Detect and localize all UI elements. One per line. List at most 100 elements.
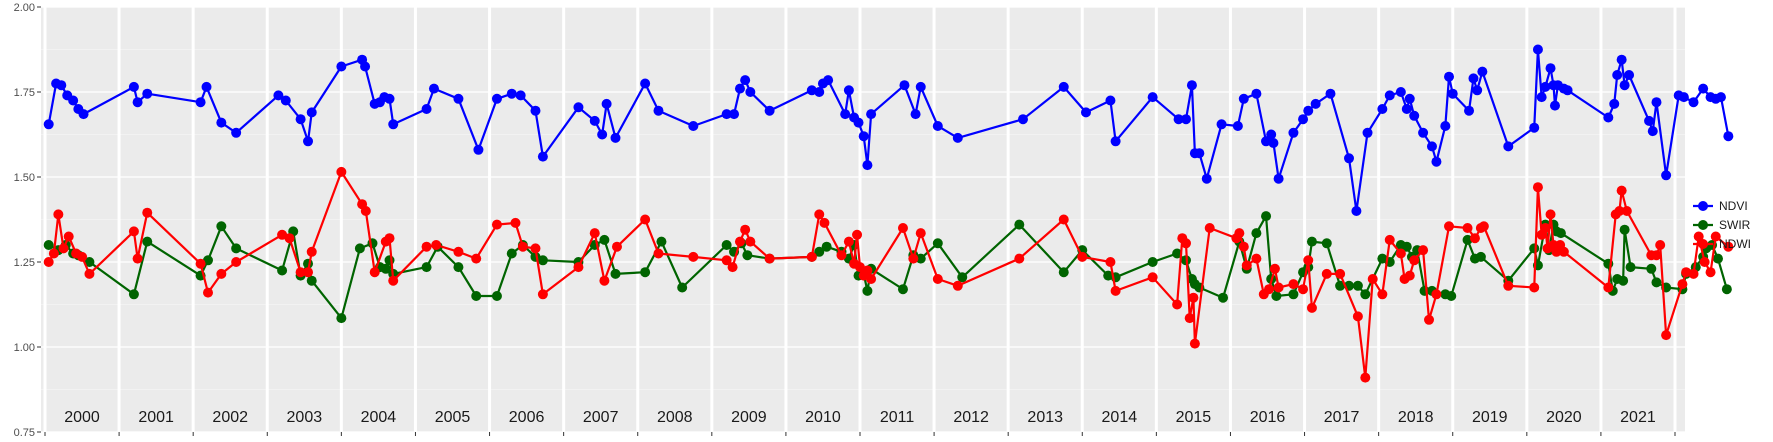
legend-item-ndvi: NDVI — [1693, 199, 1748, 213]
data-point-ndvi — [1472, 85, 1483, 96]
data-point-swir — [1360, 289, 1371, 300]
legend-marker — [1698, 239, 1708, 249]
data-point-swir — [1014, 219, 1025, 230]
data-point-ndwi — [1110, 285, 1121, 296]
data-point-ndvi — [1216, 119, 1227, 130]
data-point-ndwi — [814, 209, 825, 220]
data-point-ndwi — [1469, 233, 1480, 244]
data-point-swir — [336, 313, 347, 324]
data-point-ndwi — [231, 257, 242, 267]
data-point-ndvi — [231, 127, 242, 138]
data-point-ndvi — [537, 151, 548, 162]
legend-marker — [1698, 220, 1708, 230]
data-point-ndwi — [897, 223, 908, 233]
data-point-ndvi — [216, 117, 227, 128]
data-point-ndvi — [56, 80, 67, 91]
data-point-swir — [1306, 236, 1317, 247]
data-point-ndwi — [640, 214, 651, 225]
data-point-ndwi — [1614, 206, 1625, 216]
data-point-ndwi — [745, 236, 756, 247]
data-point-ndvi — [473, 144, 484, 155]
data-point-ndwi — [1693, 231, 1704, 242]
data-point-ndwi — [932, 274, 943, 284]
data-point-ndvi — [142, 88, 153, 99]
year-label: 2009 — [731, 409, 767, 426]
data-point-ndvi — [195, 97, 206, 108]
data-point-ndwi — [1688, 268, 1699, 279]
year-label: 2017 — [1324, 409, 1360, 426]
data-point-ndwi — [360, 206, 371, 216]
data-point-ndwi — [48, 248, 59, 259]
data-point-ndwi — [306, 246, 317, 257]
data-point-swir — [599, 234, 610, 245]
data-point-ndwi — [1105, 257, 1116, 267]
data-point-ndvi — [745, 87, 756, 97]
data-point-ndwi — [1303, 255, 1314, 266]
data-point-ndvi — [1395, 87, 1406, 97]
data-point-swir — [380, 263, 391, 274]
data-point-ndwi — [688, 251, 699, 262]
data-point-ndwi — [1352, 311, 1363, 322]
data-point-ndwi — [1172, 299, 1183, 310]
data-point-swir — [640, 267, 651, 278]
data-point-ndvi — [78, 109, 89, 120]
year-label: 2000 — [64, 409, 100, 426]
data-point-ndvi — [858, 131, 869, 142]
data-point-swir — [231, 243, 242, 254]
data-point-ndwi — [908, 253, 919, 264]
data-point-ndvi — [43, 119, 54, 130]
data-point-ndvi — [601, 98, 612, 109]
year-label: 2016 — [1250, 409, 1286, 426]
data-point-ndwi — [43, 257, 54, 267]
legend-label: NDVI — [1719, 199, 1748, 213]
data-point-ndwi — [1234, 228, 1245, 239]
data-point-ndwi — [1651, 250, 1662, 261]
data-point-ndvi — [1698, 83, 1709, 94]
data-point-ndwi — [1545, 209, 1556, 220]
data-point-ndwi — [1603, 282, 1614, 293]
year-label: 2001 — [138, 409, 174, 426]
data-point-ndvi — [132, 97, 143, 108]
data-point-ndvi — [1431, 156, 1442, 167]
data-point-ndwi — [1529, 282, 1540, 293]
data-point-ndvi — [1351, 206, 1362, 216]
data-point-ndvi — [280, 95, 291, 106]
data-point-ndwi — [1384, 234, 1395, 245]
data-point-ndwi — [1699, 257, 1710, 267]
data-point-ndwi — [77, 251, 88, 262]
year-label: 2007 — [583, 409, 619, 426]
data-point-ndvi — [1186, 80, 1197, 91]
data-point-ndwi — [58, 243, 69, 254]
data-point-ndwi — [388, 275, 399, 286]
y-axis: 0.75 1.00 1.25 1.50 1.75 2.00 — [14, 2, 1676, 439]
y-tick-label: 1.75 — [14, 87, 35, 99]
y-tick-label: 2.00 — [14, 2, 35, 14]
data-point-swir — [1625, 262, 1636, 273]
data-point-ndvi — [823, 75, 834, 86]
data-point-swir — [1271, 291, 1282, 301]
y-tick-label: 1.00 — [14, 342, 35, 354]
year-label: 2002 — [212, 409, 248, 426]
data-point-ndwi — [1418, 245, 1429, 256]
data-point-ndwi — [1014, 253, 1025, 264]
data-point-swir — [721, 240, 732, 250]
data-point-ndvi — [453, 93, 464, 104]
data-point-ndvi — [273, 90, 284, 101]
data-point-ndvi — [840, 109, 851, 120]
data-point-ndvi — [843, 85, 854, 96]
data-point-ndvi — [1549, 100, 1560, 111]
data-point-ndvi — [1603, 112, 1614, 123]
data-point-swir — [1651, 277, 1662, 288]
year-labels: 2000 2001 2002 2003 2004 2005 2006 2007 2008 2009… — [64, 409, 1656, 426]
data-point-swir — [1721, 284, 1732, 295]
data-point-ndvi — [303, 136, 314, 147]
data-point-ndvi — [384, 93, 395, 104]
data-point-ndwi — [431, 240, 442, 250]
data-point-ndwi — [1288, 279, 1299, 290]
data-point-ndvi — [491, 93, 502, 104]
data-point-ndvi — [1529, 122, 1540, 133]
data-point-ndwi — [611, 241, 622, 252]
data-point-ndvi — [1644, 115, 1655, 126]
data-point-ndwi — [740, 224, 751, 235]
year-label: 2010 — [805, 409, 841, 426]
